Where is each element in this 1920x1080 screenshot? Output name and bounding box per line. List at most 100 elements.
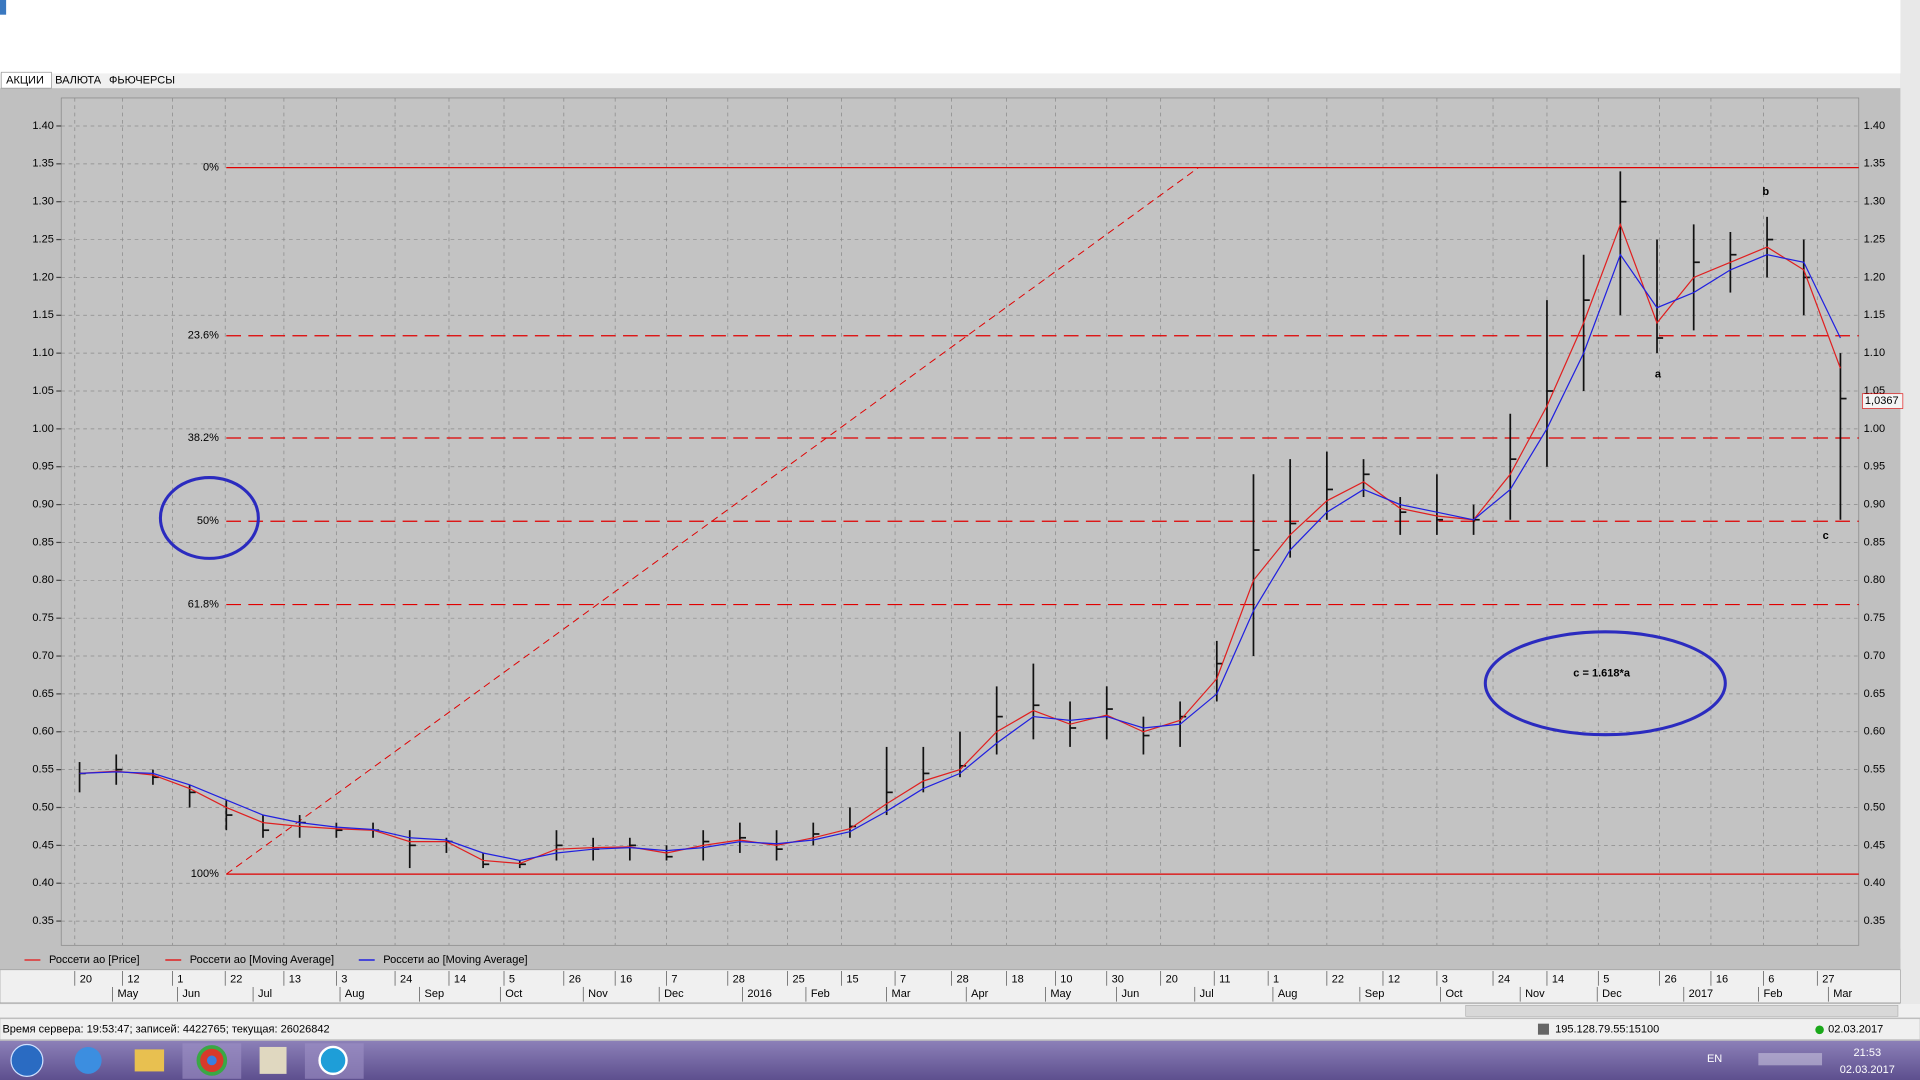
x-tick-label: 25 (792, 973, 804, 985)
y-tick-label-right: 1.35 (1864, 158, 1885, 170)
y-tick-label-right: 0.60 (1864, 726, 1885, 738)
y-tick-label-right: 0.35 (1864, 915, 1885, 927)
start-button[interactable] (10, 1043, 44, 1077)
x-month-label: 2017 (1689, 988, 1714, 1000)
x-month-label: Nov (588, 988, 608, 1000)
x-tick-label: 22 (230, 973, 242, 985)
tray-icons[interactable] (1758, 1053, 1823, 1066)
scroll-thumb[interactable] (1465, 1005, 1899, 1017)
y-tick-label: 0.50 (32, 801, 53, 813)
x-month-label: Aug (1278, 988, 1298, 1000)
y-tick-label: 0.80 (32, 574, 53, 586)
status-indicator (1815, 1025, 1824, 1035)
legend-label: Россети ао [Moving Average] (383, 954, 527, 966)
app-icon (0, 0, 7, 15)
fib-label: 100% (191, 868, 219, 880)
x-tick-label: 3 (341, 973, 347, 985)
annotation: a (1655, 369, 1662, 381)
x-month-label: May (1050, 988, 1071, 1000)
y-tick-label: 0.75 (32, 612, 53, 624)
x-tick-label: 18 (1011, 973, 1023, 985)
y-tick-label-right: 0.70 (1864, 650, 1885, 662)
side-scrollbar (1900, 0, 1920, 1017)
network-icon (1537, 1023, 1549, 1035)
y-tick-label-right: 0.85 (1864, 536, 1885, 548)
terminal-icon[interactable] (318, 1045, 348, 1076)
y-tick-label: 1.30 (32, 196, 53, 208)
tab[interactable]: АКЦИИ (6, 75, 44, 87)
x-month-label: Oct (1445, 988, 1462, 1000)
last-price-box (1862, 393, 1904, 409)
fib-label: 61.8% (188, 598, 219, 610)
y-tick-label: 0.60 (32, 726, 53, 738)
x-tick-label: 5 (1603, 973, 1609, 985)
x-month-label: Mar (1833, 988, 1852, 1000)
tab[interactable]: ВАЛЮТА (55, 75, 102, 87)
x-month-label: Apr (971, 988, 988, 1000)
y-tick-label-right: 0.75 (1864, 612, 1885, 624)
y-tick-label: 0.90 (32, 499, 53, 511)
annotation: b (1762, 186, 1769, 198)
y-tick-label: 1.35 (32, 158, 53, 170)
legend-label: Россети ао [Moving Average] (190, 954, 334, 966)
x-tick-label: 15 (846, 973, 858, 985)
window-top (0, 0, 1920, 74)
y-tick-label: 1.15 (32, 309, 53, 321)
y-tick-label: 1.40 (32, 120, 53, 132)
x-tick-label: 6 (1768, 973, 1774, 985)
x-month-label: Nov (1525, 988, 1545, 1000)
x-month-label: Feb (1764, 988, 1783, 1000)
y-tick-label: 0.95 (32, 461, 53, 473)
chrome-center (206, 1055, 217, 1066)
x-month-label: Sep (425, 988, 445, 1000)
y-tick-label-right: 0.45 (1864, 839, 1885, 851)
explorer-icon[interactable] (134, 1049, 165, 1072)
highlight-ellipse (158, 476, 260, 560)
y-tick-label: 0.70 (32, 650, 53, 662)
ie-icon[interactable] (74, 1046, 102, 1074)
y-tick-label-right: 0.40 (1864, 877, 1885, 889)
y-tick-label-right: 0.50 (1864, 801, 1885, 813)
x-month-label: Jun (1122, 988, 1140, 1000)
x-tick-label: 27 (1822, 973, 1834, 985)
x-month-label: Aug (345, 988, 365, 1000)
y-tick-label: 1.00 (32, 423, 53, 435)
x-axis-area (0, 969, 1901, 1004)
fib-label: 50% (197, 515, 219, 527)
y-tick-label: 0.40 (32, 877, 53, 889)
y-tick-label-right: 1.15 (1864, 309, 1885, 321)
y-tick-label-right: 1.25 (1864, 233, 1885, 245)
x-tick-label: 28 (956, 973, 968, 985)
x-tick-label: 14 (1552, 973, 1564, 985)
x-tick-label: 5 (509, 973, 515, 985)
x-tick-label: 20 (1166, 973, 1178, 985)
y-tick-label: 1.05 (32, 385, 53, 397)
x-month-label: Jul (1200, 988, 1214, 1000)
x-tick-label: 12 (127, 973, 139, 985)
x-month-label: Jul (258, 988, 272, 1000)
x-month-label: Oct (505, 988, 522, 1000)
y-tick-label-right: 0.90 (1864, 499, 1885, 511)
language[interactable]: EN (1707, 1053, 1722, 1065)
clock-date[interactable]: 02.03.2017 (1840, 1064, 1895, 1076)
x-month-label: Jun (182, 988, 200, 1000)
tab-active[interactable] (0, 71, 52, 89)
x-tick-label: 3 (1442, 973, 1448, 985)
x-tick-label: 1 (177, 973, 183, 985)
x-tick-label: 30 (1112, 973, 1124, 985)
y-tick-label-right: 1.30 (1864, 196, 1885, 208)
x-tick-label: 7 (900, 973, 906, 985)
h-scrollbar[interactable] (0, 1004, 1920, 1018)
annotation: c (1823, 530, 1829, 542)
tab[interactable]: ФЬЮЧЕРСЫ (109, 75, 175, 87)
x-tick-label: 24 (1498, 973, 1510, 985)
x-tick-label: 24 (400, 973, 412, 985)
paint-icon[interactable] (259, 1046, 287, 1074)
x-tick-label: 13 (289, 973, 301, 985)
y-tick-label-right: 1.20 (1864, 271, 1885, 283)
y-tick-label: 0.65 (32, 688, 53, 700)
x-month-label: Feb (811, 988, 830, 1000)
clock-time[interactable]: 21:53 (1854, 1047, 1882, 1059)
